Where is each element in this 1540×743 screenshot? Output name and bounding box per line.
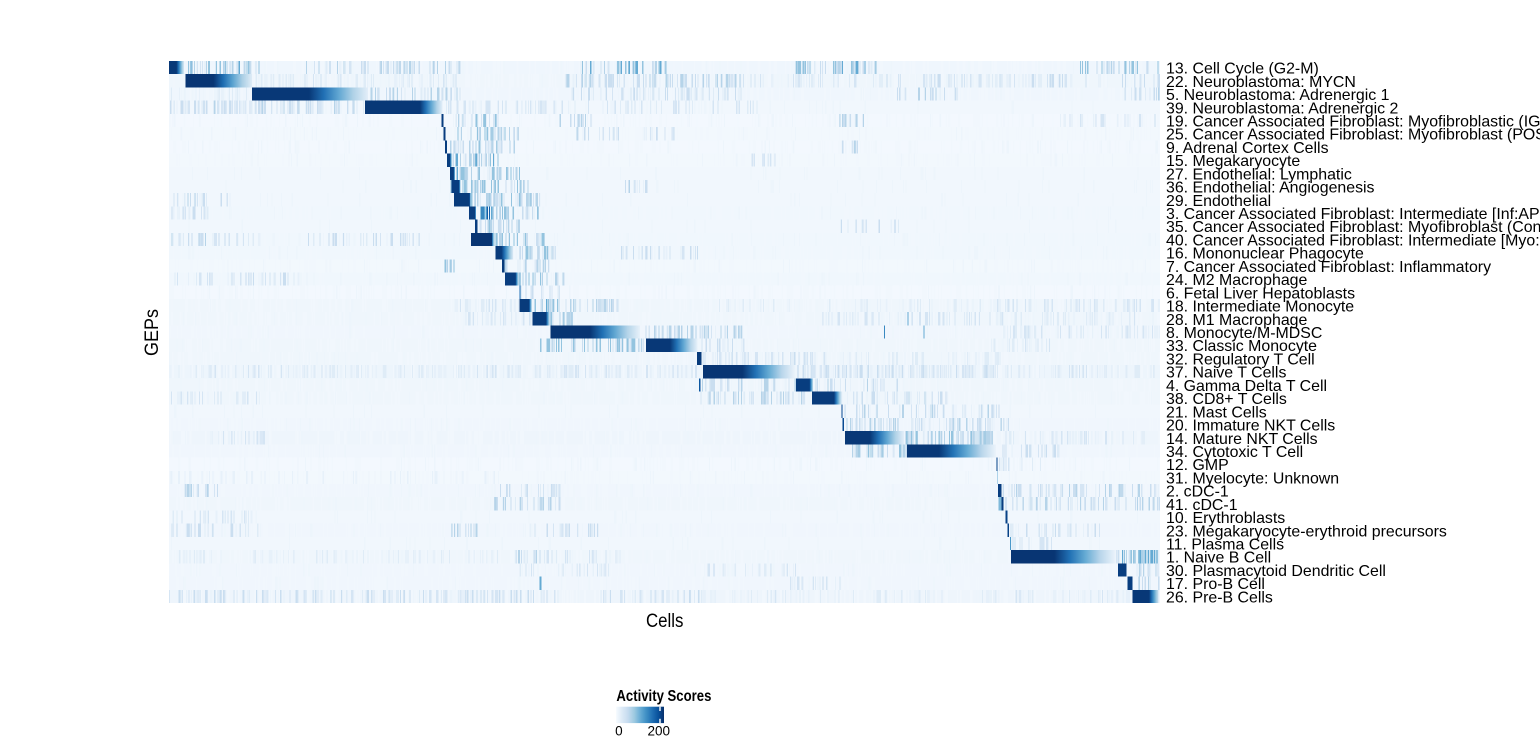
svg-text:Activity Scores: Activity Scores (616, 688, 711, 705)
svg-text:3. Cancer Associated Fibroblas: 3. Cancer Associated Fibroblast: Interme… (1166, 206, 1540, 223)
svg-text:34. Cytotoxic T Cell: 34. Cytotoxic T Cell (1166, 444, 1303, 461)
svg-text:23. Megakaryocyte-erythroid pr: 23. Megakaryocyte-erythroid precursors (1166, 523, 1447, 540)
svg-text:4. Gamma Delta T Cell: 4. Gamma Delta T Cell (1166, 378, 1327, 395)
svg-text:1. Naive B Cell: 1. Naive B Cell (1166, 550, 1271, 567)
svg-text:6. Fetal Liver Hepatoblasts: 6. Fetal Liver Hepatoblasts (1166, 285, 1355, 302)
svg-text:14. Mature NKT Cells: 14. Mature NKT Cells (1166, 431, 1318, 448)
svg-text:18. Intermediate Monocyte: 18. Intermediate Monocyte (1166, 299, 1354, 316)
svg-text:21. Mast Cells: 21. Mast Cells (1166, 404, 1267, 421)
svg-text:11. Plasma Cells: 11. Plasma Cells (1166, 537, 1284, 554)
svg-text:20. Immature NKT Cells: 20. Immature NKT Cells (1166, 418, 1335, 435)
svg-text:32. Regulatory T Cell: 32. Regulatory T Cell (1166, 351, 1315, 368)
svg-text:Cells: Cells (646, 611, 683, 632)
svg-text:35. Cancer Associated Fibrobla: 35. Cancer Associated Fibroblast: Myofib… (1166, 219, 1540, 236)
svg-text:5. Neuroblastoma: Adrenergic 1: 5. Neuroblastoma: Adrenergic 1 (1166, 87, 1390, 104)
svg-text:15. Megakaryocyte: 15. Megakaryocyte (1166, 153, 1300, 170)
svg-text:36. Endothelial: Angiogenesis: 36. Endothelial: Angiogenesis (1166, 180, 1375, 197)
svg-text:12. GMP: 12. GMP (1166, 457, 1229, 474)
svg-text:41. cDC-1: 41. cDC-1 (1166, 497, 1238, 514)
svg-text:29. Endothelial: 29. Endothelial (1166, 193, 1271, 210)
svg-text:0: 0 (615, 724, 623, 739)
svg-text:38. CD8+ T Cells: 38. CD8+ T Cells (1166, 391, 1287, 408)
svg-text:31. Myelocyte: Unknown: 31. Myelocyte: Unknown (1166, 470, 1339, 487)
svg-text:16. Mononuclear Phagocyte: 16. Mononuclear Phagocyte (1166, 246, 1364, 263)
svg-text:200: 200 (648, 724, 671, 739)
svg-text:8. Monocyte/M-MDSC: 8. Monocyte/M-MDSC (1166, 325, 1322, 342)
svg-text:13. Cell Cycle (G2-M): 13. Cell Cycle (G2-M) (1166, 61, 1319, 78)
svg-text:17. Pro-B Cell: 17. Pro-B Cell (1166, 576, 1265, 593)
svg-text:28. M1 Macrophage: 28. M1 Macrophage (1166, 312, 1307, 329)
svg-text:9. Adrenal Cortex Cells: 9. Adrenal Cortex Cells (1166, 140, 1329, 157)
svg-text:10. Erythroblasts: 10. Erythroblasts (1166, 510, 1285, 527)
svg-text:33. Classic Monocyte: 33. Classic Monocyte (1166, 338, 1317, 355)
svg-text:37. Naive T Cells: 37. Naive T Cells (1166, 365, 1286, 382)
svg-text:24. M2 Macrophage: 24. M2 Macrophage (1166, 272, 1307, 289)
svg-text:22. Neuroblastoma: MYCN: 22. Neuroblastoma: MYCN (1166, 74, 1356, 91)
svg-text:30. Plasmacytoid Dendritic Cel: 30. Plasmacytoid Dendritic Cell (1166, 563, 1386, 580)
svg-text:27. Endothelial: Lymphatic: 27. Endothelial: Lymphatic (1166, 166, 1352, 183)
svg-text:2. cDC-1: 2. cDC-1 (1166, 484, 1229, 501)
svg-text:39. Neuroblastoma: Adrenergic: 39. Neuroblastoma: Adrenergic 2 (1166, 100, 1398, 117)
svg-text:26. Pre-B Cells: 26. Pre-B Cells (1166, 589, 1273, 606)
svg-text:7. Cancer Associated Fibroblas: 7. Cancer Associated Fibroblast: Inflamm… (1166, 259, 1491, 276)
svg-text:40. Cancer Associated Fibrobla: 40. Cancer Associated Fibroblast: Interm… (1166, 232, 1540, 249)
svg-text:19. Cancer Associated Fibrobla: 19. Cancer Associated Fibroblast: Myofib… (1166, 113, 1540, 130)
svg-text:25. Cancer Associated Fibrobla: 25. Cancer Associated Fibroblast: Myofib… (1166, 127, 1540, 144)
svg-text:GEPs: GEPs (142, 309, 163, 356)
